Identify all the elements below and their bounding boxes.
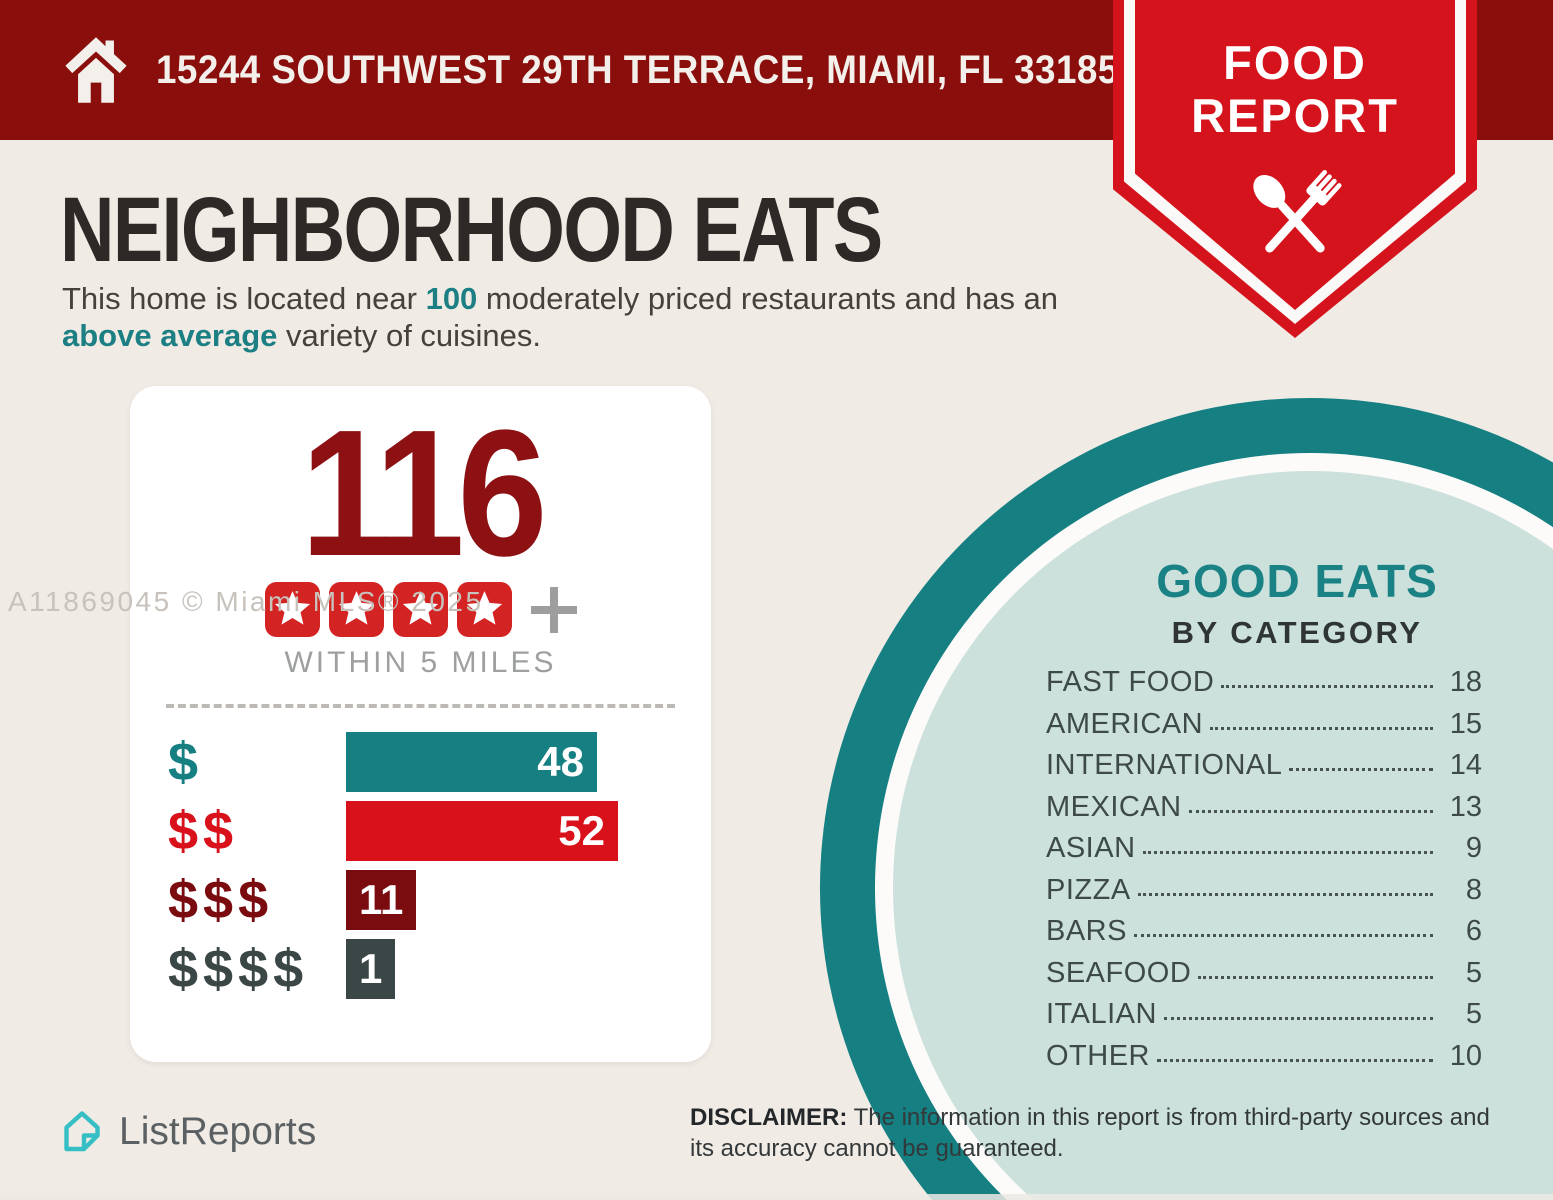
star-icon — [328, 582, 384, 637]
restaurant-total-count: 116 — [300, 393, 548, 594]
bar-row: $ 48 — [168, 732, 691, 792]
listreports-logo: ListReports — [58, 1108, 316, 1156]
disclaimer-text: The information in this report is from t… — [690, 1104, 1490, 1162]
dotted-leader — [1221, 685, 1433, 688]
ribbon-line2: REPORT — [1191, 89, 1399, 142]
ribbon-content: FOOD REPORT — [1113, 0, 1477, 338]
page-title: NEIGHBORHOOD EATS — [60, 179, 883, 281]
bar-value: 1 — [346, 939, 396, 999]
category-row: ASIAN 9 — [1046, 832, 1482, 864]
price-tier-label: $$$ — [168, 870, 274, 930]
plus-icon — [531, 587, 577, 633]
disclaimer: DISCLAIMER: The information in this repo… — [690, 1102, 1512, 1164]
brand-name: ListReports — [119, 1110, 317, 1153]
restaurant-count-inline: 100 — [425, 281, 478, 316]
category-row: INTERNATIONAL 14 — [1046, 749, 1482, 781]
bar-row: $$ 52 — [168, 801, 691, 861]
category-value: 5 — [1465, 956, 1482, 989]
category-label: SEAFOOD — [1046, 956, 1192, 989]
dotted-leader — [1210, 726, 1433, 730]
good-eats-title: GOOD EATS — [1156, 555, 1438, 607]
price-tier-label: $ — [168, 732, 204, 792]
category-label: INTERNATIONAL — [1046, 749, 1283, 781]
bar-value: 11 — [346, 870, 417, 930]
dotted-leader — [1133, 934, 1433, 937]
category-label: MEXICAN — [1046, 790, 1182, 823]
bar-row: $$$$ 1 — [168, 939, 691, 999]
price-tier-bar-chart: $ 48 $$ 52 $$$ 11 $$$$ 1 — [168, 732, 691, 1008]
category-value: 14 — [1449, 749, 1482, 781]
category-label: PIZZA — [1046, 873, 1131, 906]
category-label: BARS — [1046, 915, 1127, 947]
dotted-leader — [1142, 851, 1433, 854]
dotted-leader — [1289, 768, 1433, 771]
star-icon — [392, 582, 448, 637]
intro-post: variety of cuisines. — [277, 318, 542, 353]
bar-row: $$$ 11 — [168, 870, 691, 930]
category-value: 18 — [1449, 666, 1482, 698]
dotted-leader — [1198, 975, 1433, 979]
category-row: ITALIAN 5 — [1046, 998, 1482, 1030]
bar-value: 52 — [346, 801, 618, 861]
category-label: ASIAN — [1046, 832, 1136, 864]
category-value: 9 — [1465, 832, 1482, 864]
star-rating — [130, 582, 711, 637]
intro-pre: This home is located near — [62, 281, 426, 316]
dotted-leader — [1157, 1058, 1433, 1062]
category-label: FAST FOOD — [1046, 666, 1215, 698]
category-row: PIZZA 8 — [1046, 873, 1482, 906]
category-value: 15 — [1449, 707, 1482, 740]
food-report-ribbon: FOOD REPORT — [1113, 0, 1477, 338]
intro-text: This home is located near 100 moderately… — [62, 280, 1092, 354]
category-value: 13 — [1449, 790, 1482, 823]
disclaimer-label: DISCLAIMER: — [690, 1104, 848, 1131]
intro-mid: moderately priced restaurants and has an — [477, 281, 1059, 316]
price-tier-label: $$ — [168, 801, 239, 861]
variety-highlight: above average — [62, 318, 278, 353]
category-row: SEAFOOD 5 — [1046, 956, 1482, 989]
price-tier-label: $$$$ — [168, 939, 309, 999]
category-label: OTHER — [1046, 1039, 1150, 1072]
mls-watermark: A11869045 © Miami MLS® 2025 — [8, 586, 484, 617]
dotted-leader — [1188, 809, 1433, 813]
property-address: 15244 SOUTHWEST 29TH TERRACE, MIAMI, FL … — [156, 47, 1119, 92]
category-label: AMERICAN — [1046, 707, 1204, 740]
category-label: ITALIAN — [1046, 998, 1157, 1030]
utensils-crossed-icon — [1231, 156, 1359, 284]
category-value: 6 — [1465, 915, 1482, 947]
category-row: BARS 6 — [1046, 915, 1482, 947]
category-row: OTHER 10 — [1046, 1039, 1482, 1072]
category-value: 10 — [1449, 1039, 1482, 1072]
listreports-house-icon — [58, 1108, 106, 1156]
category-value: 5 — [1465, 998, 1482, 1030]
good-eats-subtitle: BY CATEGORY — [1171, 615, 1423, 650]
good-eats-heading: GOOD EATS BY CATEGORY — [1000, 554, 1553, 651]
dotted-leader — [1163, 1017, 1433, 1020]
dashed-divider — [166, 704, 675, 708]
category-value: 8 — [1465, 873, 1482, 906]
within-radius-label: WITHIN 5 MILES — [284, 646, 557, 679]
bar-value: 48 — [346, 732, 597, 792]
category-row: MEXICAN 13 — [1046, 790, 1482, 823]
home-icon — [58, 31, 134, 109]
category-row: FAST FOOD 18 — [1046, 666, 1482, 698]
bottom-edge — [0, 1194, 1553, 1200]
star-icon — [264, 582, 320, 637]
category-row: AMERICAN 15 — [1046, 707, 1482, 740]
star-icon — [456, 582, 512, 637]
dotted-leader — [1137, 892, 1433, 896]
restaurant-stats-card: 116 WITHIN 5 MILES $ 48 $$ 52 $$$ 11 $$$… — [130, 386, 711, 1062]
category-list: FAST FOOD 18 AMERICAN 15 INTERNATIONAL 14 M… — [1046, 666, 1482, 1083]
ribbon-line1: FOOD — [1223, 36, 1367, 89]
